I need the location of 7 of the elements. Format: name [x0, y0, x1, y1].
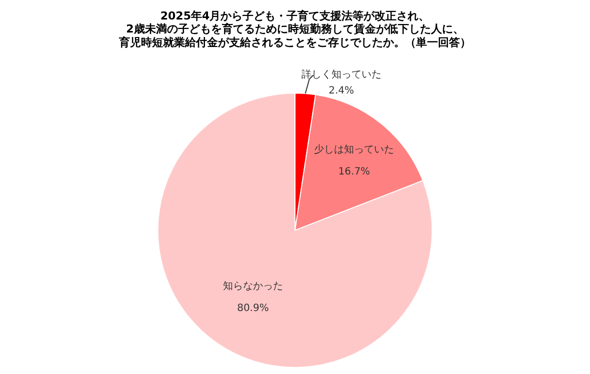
data-label: 16.7%	[338, 166, 370, 178]
data-label: 80.9%	[237, 303, 269, 314]
slice-label: 詳しく知っていた	[301, 68, 382, 81]
data-label: 2.4%	[328, 86, 354, 97]
slice-label: 少しは知っていた	[314, 144, 394, 156]
slice-label: 知らなかった	[222, 280, 283, 292]
chart-title: 2025年4月から子ども・子育て支援法等が改正され、2歳未満の子どもを育てるために時短勤務して賃金が低下した人に、育児時短就業給付金が支給されることをご存じでしたか。（単一回答）	[118, 9, 471, 49]
